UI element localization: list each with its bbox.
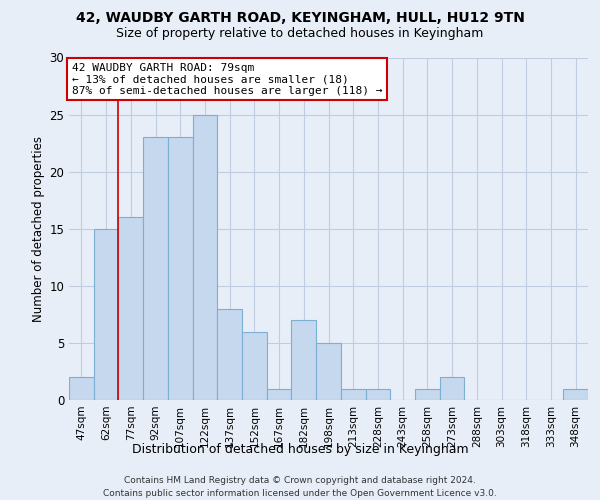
- Text: Contains public sector information licensed under the Open Government Licence v3: Contains public sector information licen…: [103, 489, 497, 498]
- Bar: [415, 388, 440, 400]
- Bar: [217, 308, 242, 400]
- Bar: [143, 138, 168, 400]
- Bar: [316, 343, 341, 400]
- Bar: [563, 388, 588, 400]
- Bar: [365, 388, 390, 400]
- Y-axis label: Number of detached properties: Number of detached properties: [32, 136, 45, 322]
- Bar: [94, 229, 118, 400]
- Bar: [440, 377, 464, 400]
- Bar: [242, 332, 267, 400]
- Bar: [118, 218, 143, 400]
- Text: 42, WAUDBY GARTH ROAD, KEYINGHAM, HULL, HU12 9TN: 42, WAUDBY GARTH ROAD, KEYINGHAM, HULL, …: [76, 11, 524, 25]
- Bar: [267, 388, 292, 400]
- Text: Contains HM Land Registry data © Crown copyright and database right 2024.: Contains HM Land Registry data © Crown c…: [124, 476, 476, 485]
- Bar: [168, 138, 193, 400]
- Bar: [341, 388, 365, 400]
- Text: Distribution of detached houses by size in Keyingham: Distribution of detached houses by size …: [131, 442, 469, 456]
- Bar: [193, 114, 217, 400]
- Bar: [69, 377, 94, 400]
- Text: 42 WAUDBY GARTH ROAD: 79sqm
← 13% of detached houses are smaller (18)
87% of sem: 42 WAUDBY GARTH ROAD: 79sqm ← 13% of det…: [71, 62, 382, 96]
- Bar: [292, 320, 316, 400]
- Text: Size of property relative to detached houses in Keyingham: Size of property relative to detached ho…: [116, 27, 484, 40]
